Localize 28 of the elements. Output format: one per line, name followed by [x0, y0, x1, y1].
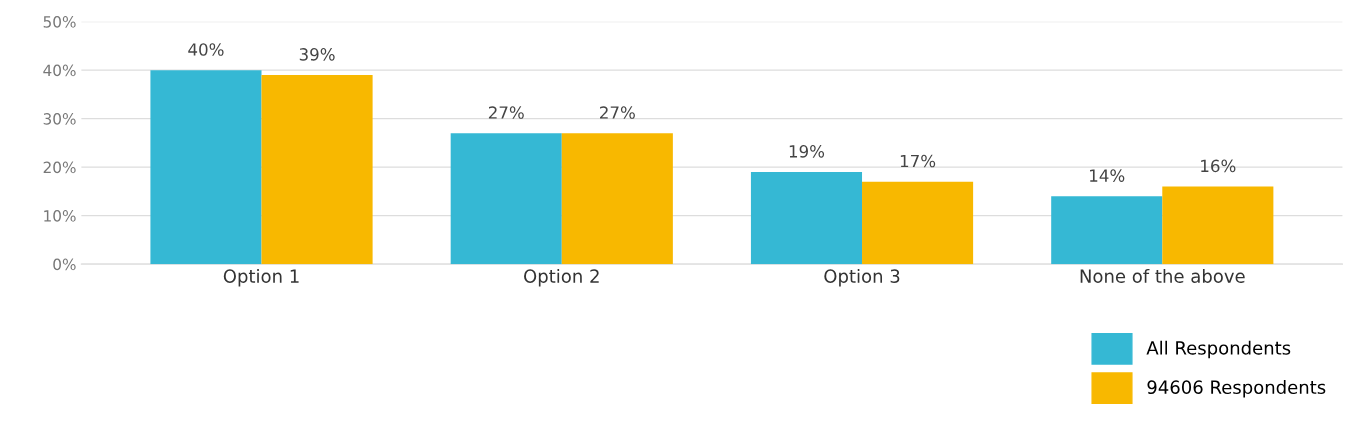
- bar: [1051, 196, 1163, 265]
- data-label: 19%: [789, 145, 825, 158]
- data-label: 27%: [600, 106, 635, 119]
- data-label: 17%: [900, 154, 936, 168]
- y-tick-label: 30%: [43, 113, 76, 125]
- bar: [561, 133, 673, 265]
- x-tick-label: Option 1: [223, 268, 299, 287]
- y-tick-label: 0%: [53, 258, 76, 271]
- y-tick-label: 10%: [44, 210, 76, 222]
- x-tick-label: Option 2: [524, 268, 599, 287]
- x-tick-label: Option 3: [824, 268, 900, 287]
- x-tick-label: None of the above: [1080, 268, 1245, 283]
- legend-label: All Respondents: [1146, 340, 1291, 359]
- y-tick-label: 40%: [43, 64, 76, 77]
- bar: [450, 133, 562, 265]
- y-tick-label: 50%: [43, 16, 76, 28]
- data-label: 14%: [1090, 169, 1125, 182]
- bar: [261, 75, 373, 265]
- bar: [1162, 186, 1274, 265]
- data-label: 40%: [188, 43, 224, 56]
- bar: [150, 70, 262, 265]
- data-label: 39%: [299, 48, 335, 61]
- bar: [862, 181, 974, 265]
- bar: [750, 171, 863, 265]
- legend-label: 94606 Respondents: [1147, 380, 1326, 398]
- y-tick-label: 20%: [43, 161, 76, 174]
- data-label: 27%: [488, 106, 524, 119]
- data-label: 16%: [1201, 159, 1236, 173]
